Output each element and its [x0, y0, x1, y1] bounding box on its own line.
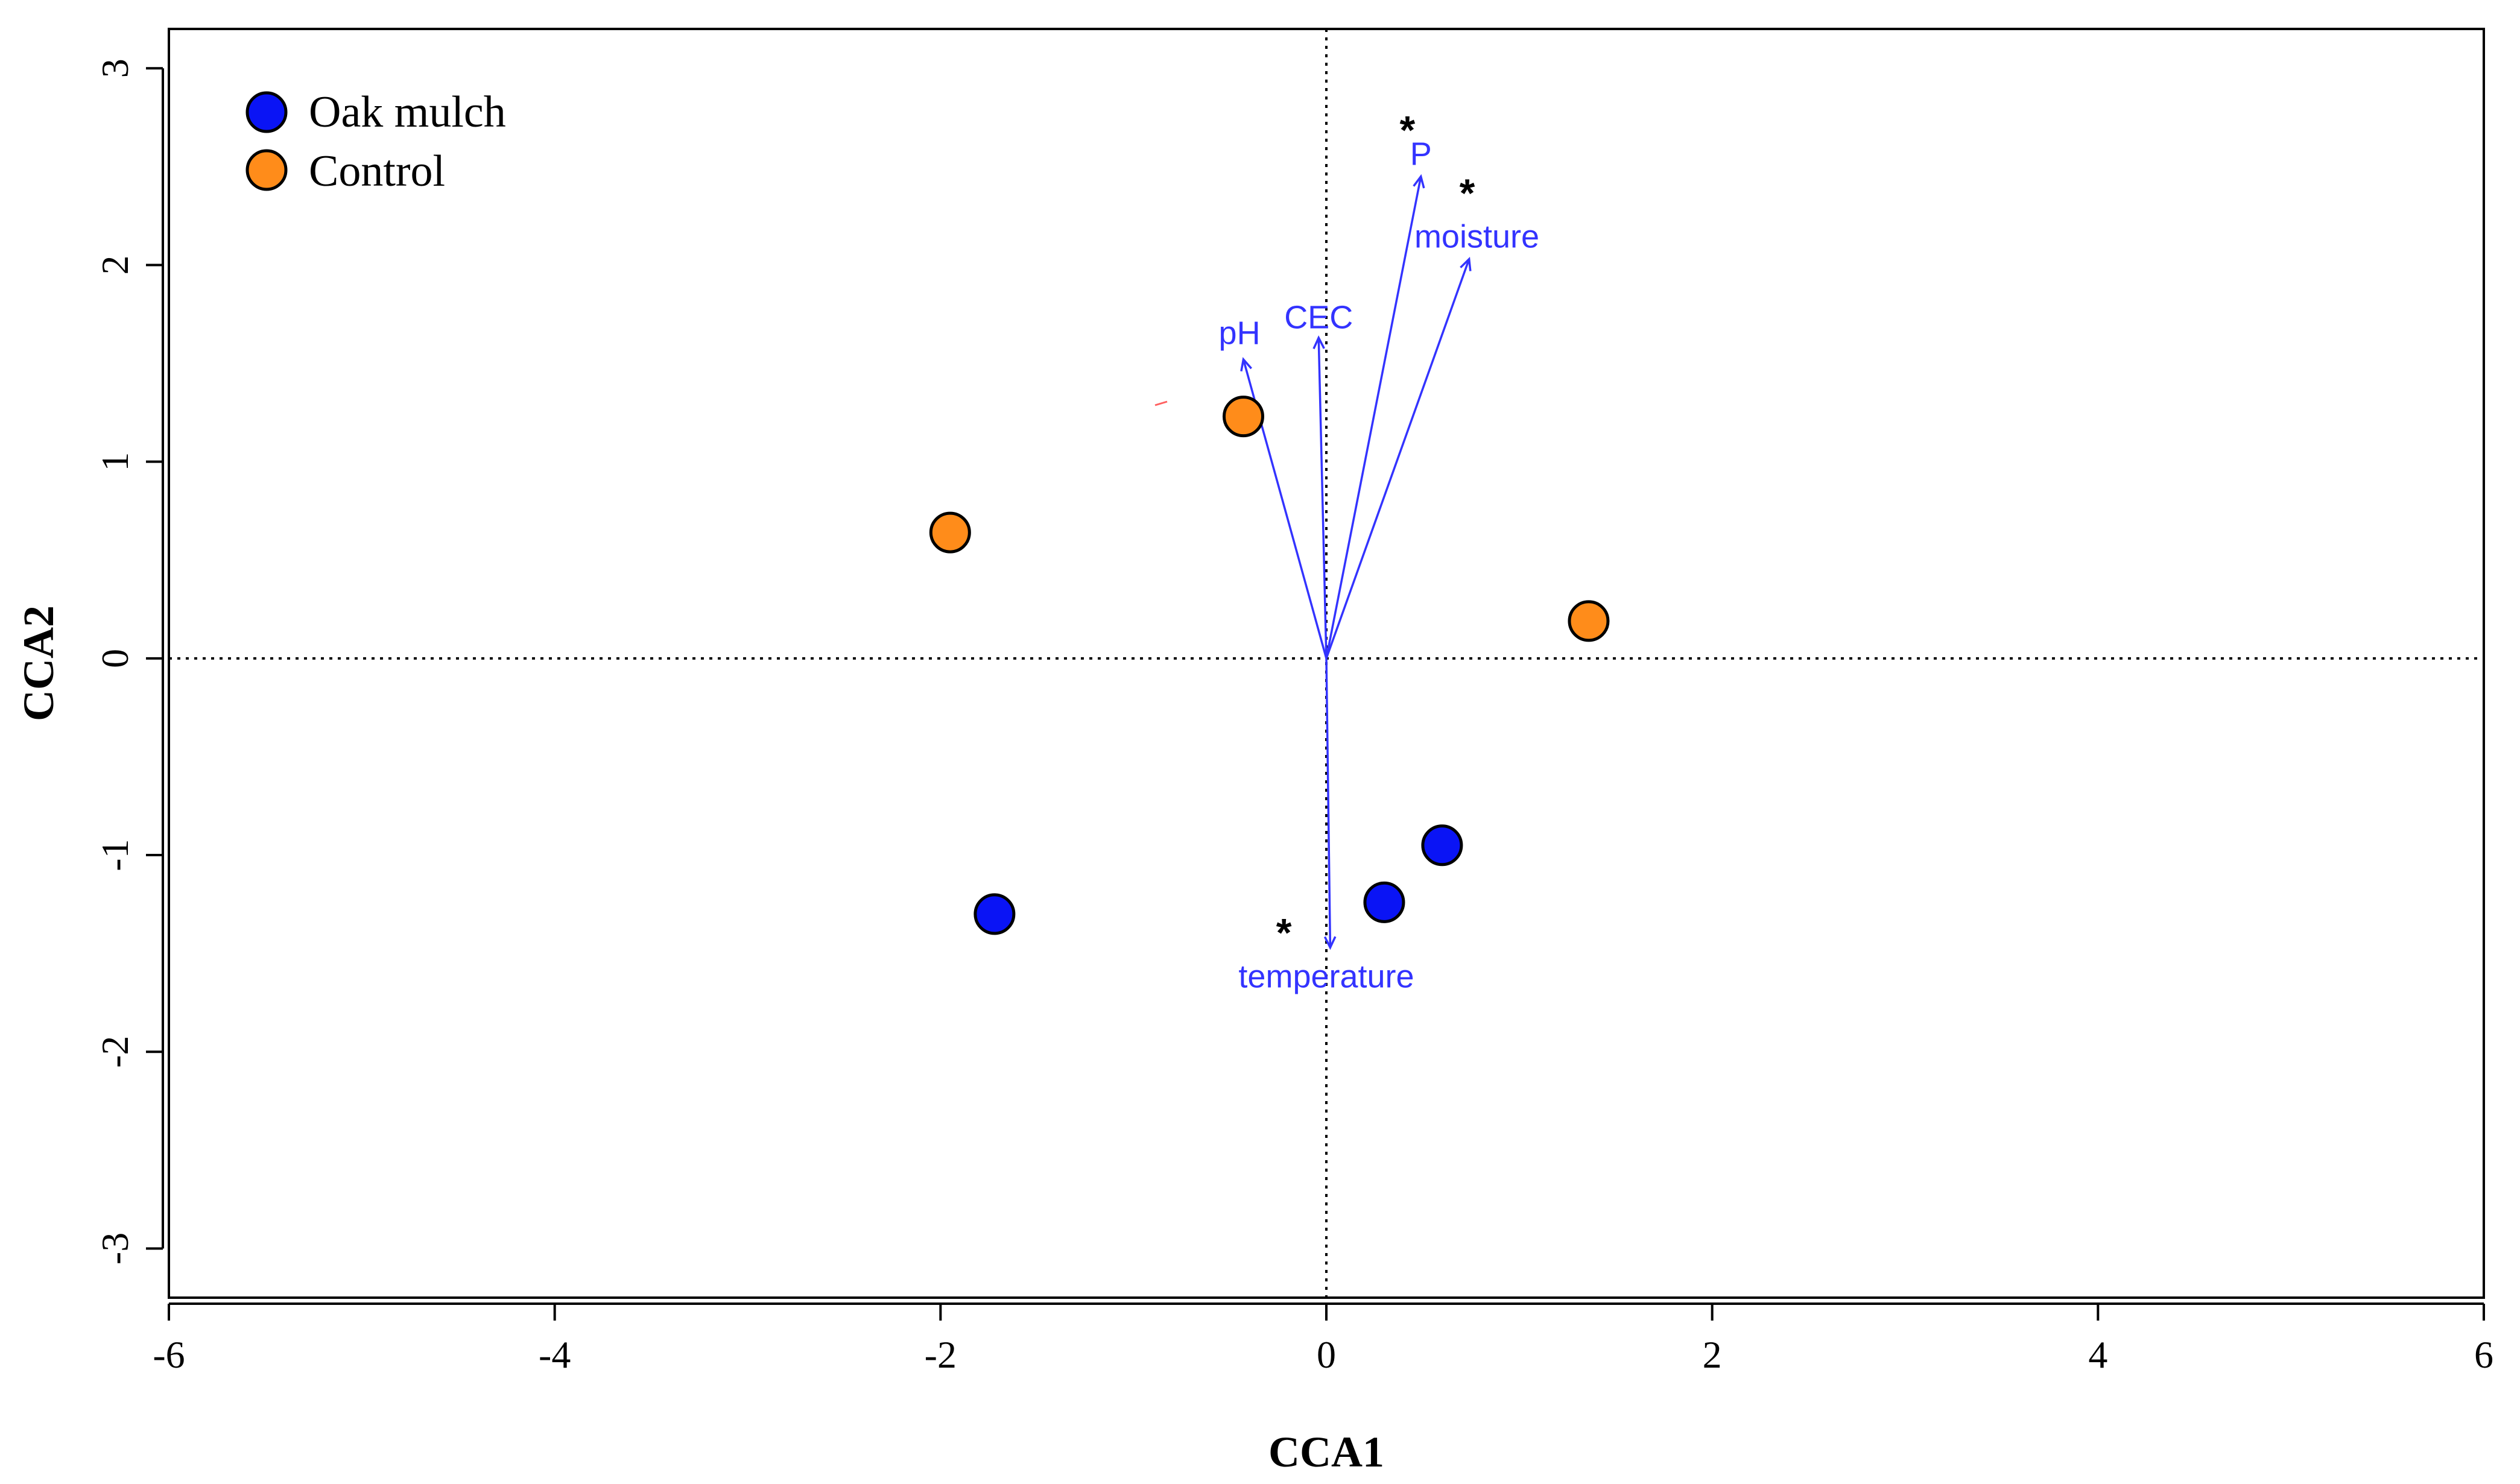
x-tick-label: 0	[1317, 1333, 1336, 1376]
vector-cec: CEC	[1284, 299, 1353, 658]
vector-ph: pH	[1219, 315, 1328, 659]
significance-marker-temperature: *	[1276, 910, 1292, 955]
point-control	[1222, 396, 1264, 438]
y-tick-label: 0	[93, 649, 136, 668]
x-axis-title: CCA1	[1268, 1428, 1384, 1476]
vector-line-cec	[1317, 338, 1328, 658]
legend-label-control: Control	[309, 147, 445, 196]
legend-marker-oak-mulch	[245, 91, 288, 133]
x-tick-label: -4	[539, 1333, 571, 1376]
y-axis: -3 -2 -1 0 1 2 3	[93, 58, 164, 1265]
x-tick-label: -6	[153, 1333, 185, 1376]
point-control	[929, 511, 971, 554]
y-tick-label: -1	[93, 839, 136, 871]
x-tick-label: -2	[925, 1333, 957, 1376]
vector-arrowhead-cec	[1312, 335, 1325, 350]
y-tick-label: 2	[93, 255, 136, 274]
vector-moisture: moisture *	[1325, 171, 1539, 659]
legend-marker-control	[245, 149, 288, 191]
vector-line-temperature	[1325, 658, 1332, 948]
point-oak-mulch	[1421, 824, 1463, 867]
point-control	[1568, 600, 1610, 642]
vector-arrowhead-ph	[1240, 357, 1252, 372]
vector-label-moisture: moisture	[1414, 219, 1539, 255]
y-tick-label: 1	[93, 452, 136, 472]
vector-temperature: temperature*	[1238, 658, 1414, 994]
x-tick-label: 4	[2088, 1333, 2107, 1376]
site-points	[929, 396, 1610, 935]
y-tick-label: 3	[93, 58, 136, 78]
stray-mark-red	[1154, 400, 1168, 406]
y-tick-label: -3	[93, 1233, 136, 1265]
legend-label-oak-mulch: Oak mulch	[309, 87, 506, 137]
x-tick-label: 6	[2474, 1333, 2493, 1376]
vector-arrowhead-p	[1413, 174, 1425, 189]
vector-label-cec: CEC	[1284, 299, 1353, 335]
legend: Oak mulch Control	[245, 87, 506, 196]
vector-line-p	[1325, 176, 1422, 659]
y-axis-title: CCA2	[14, 605, 63, 721]
point-oak-mulch	[973, 893, 1016, 935]
vector-arrowhead-temperature	[1323, 936, 1337, 950]
y-tick-label: -2	[93, 1036, 136, 1068]
vector-arrowhead-moisture	[1460, 256, 1472, 271]
vector-p: P*	[1325, 108, 1432, 659]
significance-marker-moisture: *	[1460, 171, 1475, 215]
x-axis: -6 -4 -2 0 2 4 6	[153, 1302, 2493, 1376]
vector-line-moisture	[1325, 259, 1471, 659]
vector-label-p: P	[1410, 136, 1432, 172]
vector-label-ph: pH	[1219, 315, 1261, 351]
vector-label-temperature: temperature	[1238, 958, 1414, 994]
x-tick-label: 2	[1703, 1333, 1722, 1376]
significance-marker-p: *	[1399, 108, 1415, 153]
point-oak-mulch	[1363, 881, 1405, 923]
